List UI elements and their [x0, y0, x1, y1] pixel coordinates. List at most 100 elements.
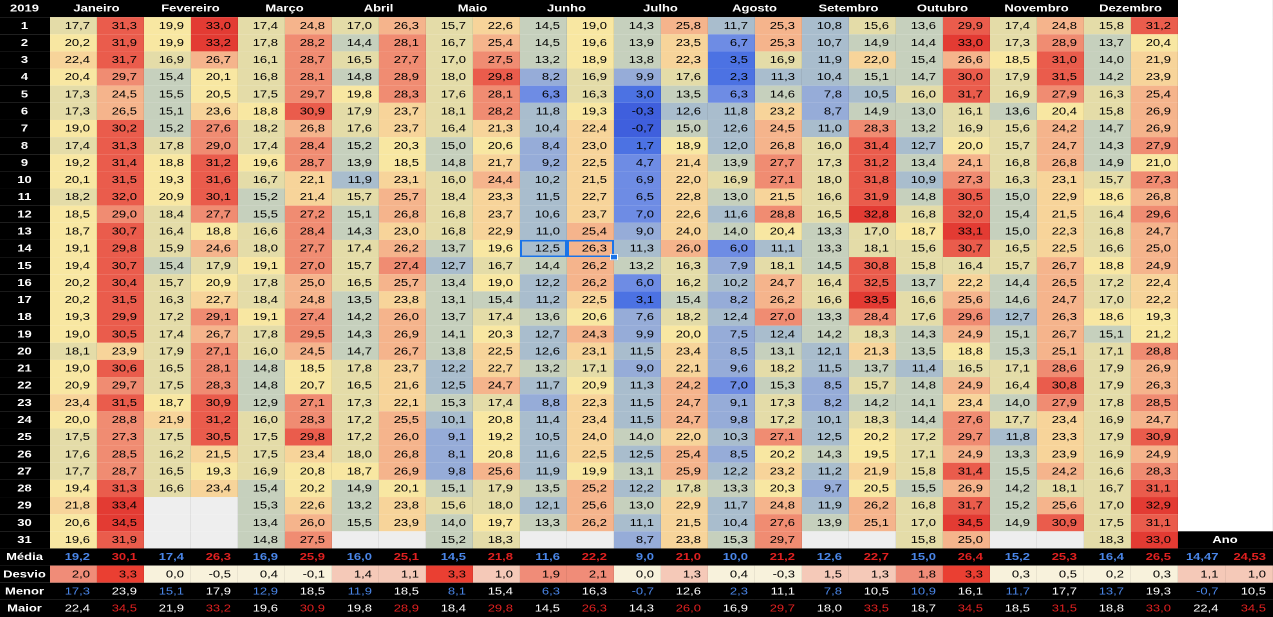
max-temp-cell[interactable]: 21,5 — [567, 171, 614, 189]
max-temp-cell[interactable]: 26,0 — [379, 428, 426, 446]
max-temp-cell[interactable]: 28,5 — [1131, 394, 1178, 412]
max-temp-cell[interactable]: 31,1 — [1131, 479, 1178, 498]
min-temp-cell[interactable]: 20,2 — [50, 34, 97, 52]
min-temp-cell[interactable] — [144, 497, 191, 515]
max-temp-cell[interactable]: 21,5 — [661, 514, 708, 532]
min-temp-cell[interactable]: 12,5 — [426, 377, 473, 395]
min-temp-cell[interactable]: 19,4 — [50, 479, 97, 498]
max-temp-cell[interactable]: 20,2 — [285, 479, 332, 498]
min-temp-cell[interactable]: 17,8 — [238, 34, 285, 52]
max-temp-cell[interactable]: 26,7 — [191, 325, 238, 343]
max-temp-cell[interactable]: 30,7 — [943, 239, 990, 258]
max-temp-cell[interactable]: 26,0 — [285, 514, 332, 532]
min-temp-cell[interactable]: 15,8 — [896, 531, 943, 549]
max-temp-cell[interactable]: 18,1 — [849, 239, 896, 258]
max-temp-cell[interactable]: 20,3 — [473, 325, 520, 343]
min-temp-cell[interactable]: 13,9 — [802, 514, 849, 532]
min-temp-cell[interactable]: 16,5 — [332, 274, 379, 292]
max-temp-cell[interactable]: 27,0 — [755, 308, 802, 326]
max-temp-cell[interactable]: 21,2 — [1131, 325, 1178, 343]
empty-cell[interactable] — [1178, 462, 1273, 480]
max-temp-cell[interactable]: 23,8 — [379, 291, 426, 309]
max-temp-cell[interactable]: 20,2 — [849, 428, 896, 446]
max-temp-cell[interactable]: 23,1 — [379, 171, 426, 189]
max-temp-cell[interactable]: 28,1 — [379, 34, 426, 52]
min-temp-cell[interactable]: 14,2 — [332, 308, 379, 326]
max-temp-cell[interactable]: 26,7 — [1037, 325, 1084, 343]
max-temp-cell[interactable]: 18,2 — [661, 308, 708, 326]
min-temp-cell[interactable]: 9,6 — [708, 359, 755, 378]
min-temp-cell[interactable]: 18,6 — [1084, 308, 1131, 326]
max-temp-cell[interactable]: 30,5 — [97, 325, 144, 343]
maior-row-cell[interactable]: 14,5 — [520, 599, 567, 617]
month-header-11[interactable]: Novembro — [990, 0, 1084, 18]
min-temp-cell[interactable]: 13,3 — [520, 514, 567, 532]
max-temp-cell[interactable]: 20,7 — [285, 377, 332, 395]
month-header-1[interactable]: Janeiro — [50, 0, 144, 18]
max-temp-cell[interactable]: 16,3 — [661, 257, 708, 275]
max-temp-cell[interactable]: 21,9 — [849, 462, 896, 480]
max-temp-cell[interactable]: 27,6 — [755, 514, 802, 532]
media-row-cell[interactable]: 22,7 — [849, 548, 896, 566]
min-temp-cell[interactable]: 16,6 — [144, 479, 191, 498]
min-temp-cell[interactable]: 14,4 — [990, 274, 1037, 292]
max-temp-cell[interactable]: 21,4 — [661, 154, 708, 172]
max-temp-cell[interactable]: 25,2 — [567, 479, 614, 498]
min-temp-cell[interactable]: 20,0 — [50, 411, 97, 429]
menor-row-cell[interactable]: 17,7 — [1037, 582, 1084, 600]
min-temp-cell[interactable]: 11,5 — [802, 359, 849, 378]
min-temp-cell[interactable]: 16,8 — [238, 68, 285, 86]
min-temp-cell[interactable]: 9,1 — [708, 394, 755, 412]
empty-cell[interactable] — [1178, 359, 1273, 378]
min-temp-cell[interactable]: 16,9 — [144, 51, 191, 69]
max-temp-cell[interactable]: 26,8 — [1131, 188, 1178, 206]
min-temp-cell[interactable]: 18,7 — [896, 222, 943, 240]
max-temp-cell[interactable]: 22,2 — [1131, 291, 1178, 309]
min-temp-cell[interactable]: 10,3 — [708, 428, 755, 446]
max-temp-cell[interactable]: 26,9 — [1131, 359, 1178, 378]
max-temp-cell[interactable]: 24,8 — [1037, 17, 1084, 35]
max-temp-cell[interactable]: 28,2 — [473, 102, 520, 120]
min-temp-cell[interactable]: 11,8 — [520, 102, 567, 120]
min-temp-cell[interactable]: 11,2 — [520, 291, 567, 309]
min-temp-cell[interactable]: 17,0 — [1084, 291, 1131, 309]
max-temp-cell[interactable]: 12,6 — [661, 102, 708, 120]
min-temp-cell[interactable]: 12,4 — [708, 308, 755, 326]
max-temp-cell[interactable]: 25,4 — [567, 222, 614, 240]
maior-row-cell[interactable]: 18,5 — [990, 599, 1037, 617]
maior-row-cell[interactable]: 22,4 — [1178, 599, 1226, 617]
max-temp-cell[interactable]: 25,4 — [661, 445, 708, 463]
menor-row-cell[interactable]: 12,6 — [661, 582, 708, 600]
max-temp-cell[interactable]: 26,2 — [849, 497, 896, 515]
max-temp-cell[interactable]: 29,8 — [285, 428, 332, 446]
max-temp-cell[interactable]: 28,3 — [849, 119, 896, 138]
desvio-row-cell[interactable]: 3,3 — [97, 565, 144, 583]
min-temp-cell[interactable]: 18,2 — [238, 119, 285, 138]
min-temp-cell[interactable]: 9,8 — [426, 462, 473, 480]
menor-row-cell[interactable]: 6,3 — [520, 582, 567, 600]
max-temp-cell[interactable]: 26,9 — [379, 462, 426, 480]
max-temp-cell[interactable]: 25,7 — [379, 274, 426, 292]
max-temp-cell[interactable]: 24,0 — [567, 428, 614, 446]
max-temp-cell[interactable]: 20,0 — [661, 325, 708, 343]
menor-row-cell[interactable]: -0,7 — [1178, 582, 1226, 600]
min-temp-cell[interactable]: 15,5 — [896, 479, 943, 498]
max-temp-cell[interactable]: 27,1 — [285, 394, 332, 412]
max-temp-cell[interactable]: 24,4 — [473, 171, 520, 189]
min-temp-cell[interactable]: 13,8 — [426, 342, 473, 360]
max-temp-cell[interactable]: 21,7 — [473, 154, 520, 172]
min-temp-cell[interactable]: 6,9 — [614, 171, 661, 189]
min-temp-cell[interactable]: 7,0 — [614, 205, 661, 223]
min-temp-cell[interactable]: 12,2 — [426, 359, 473, 378]
min-temp-cell[interactable] — [990, 531, 1037, 549]
max-temp-cell[interactable]: 29,1 — [191, 308, 238, 326]
max-temp-cell[interactable]: 21,3 — [849, 342, 896, 360]
min-temp-cell[interactable]: 17,2 — [144, 308, 191, 326]
menor-row-cell[interactable]: 11,1 — [755, 582, 802, 600]
max-temp-cell[interactable]: 18,5 — [379, 154, 426, 172]
min-temp-cell[interactable]: 10,8 — [802, 17, 849, 35]
min-temp-cell[interactable]: 9,1 — [426, 428, 473, 446]
max-temp-cell[interactable]: 22,2 — [943, 274, 990, 292]
max-temp-cell[interactable]: 30,1 — [191, 188, 238, 206]
media-row-cell[interactable]: 15,0 — [896, 548, 943, 566]
